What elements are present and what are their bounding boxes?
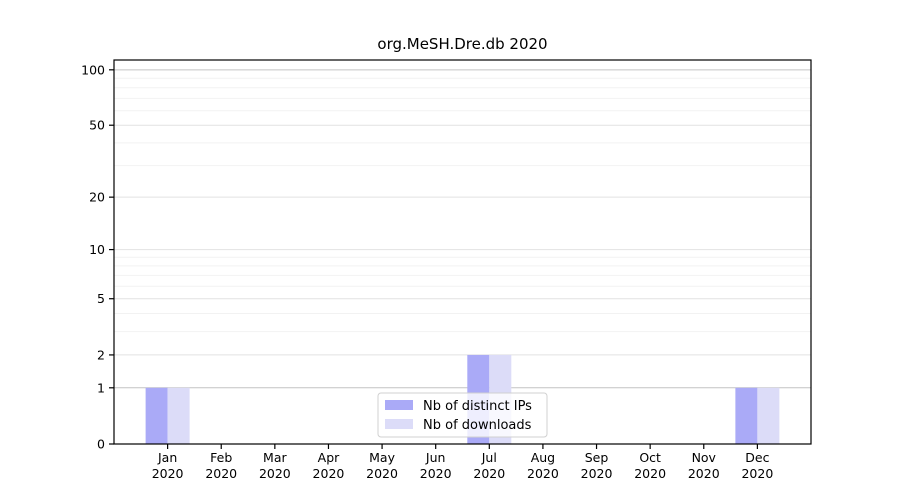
x-tick-label-dec: Dec 2020 bbox=[741, 450, 773, 481]
legend-box bbox=[377, 392, 548, 438]
y-tick-label: 10 bbox=[89, 242, 105, 257]
bar-jan-downloads bbox=[167, 387, 190, 444]
x-tick-label-oct: Oct 2020 bbox=[634, 450, 666, 481]
legend-label-downloads: Nb of downloads bbox=[423, 418, 532, 433]
bar-dec-downloads bbox=[757, 387, 780, 444]
y-tick-label: 100 bbox=[81, 62, 105, 77]
y-tick-label: 20 bbox=[89, 190, 105, 205]
bar-dec-distinct-ips bbox=[735, 387, 758, 444]
bar-jan-distinct-ips bbox=[145, 387, 168, 444]
x-tick-label-aug: Aug 2020 bbox=[527, 450, 559, 481]
x-tick-label-apr: Apr 2020 bbox=[313, 450, 345, 481]
y-tick-label: 5 bbox=[97, 291, 105, 306]
legend-swatch-downloads bbox=[385, 419, 413, 429]
plot-border bbox=[113, 59, 812, 445]
y-axis: 0 1 2 5 10 20 50 100 bbox=[81, 62, 114, 452]
y-tick-label: 2 bbox=[97, 347, 105, 362]
x-axis: Jan 2020 Feb 2020 Mar 2020 Apr 2020 May 2020 Jun 20… bbox=[152, 444, 773, 481]
x-tick-label-jun: Jun 2020 bbox=[420, 450, 452, 481]
gridlines bbox=[114, 69, 811, 389]
x-tick-label-nov: Nov 2020 bbox=[688, 450, 720, 481]
x-tick-label-feb: Feb 2020 bbox=[205, 450, 237, 481]
x-tick-label-mar: Mar 2020 bbox=[259, 450, 291, 481]
legend: Nb of distinct IPs Nb of downloads bbox=[377, 392, 548, 438]
y-tick-label: 50 bbox=[89, 118, 105, 133]
x-tick-label-jan: Jan 2020 bbox=[152, 450, 184, 481]
y-tick-label: 0 bbox=[97, 437, 105, 452]
x-tick-label-may: May 2020 bbox=[366, 450, 398, 481]
x-tick-label-jul: Jul 2020 bbox=[473, 450, 505, 481]
y-tick-label: 1 bbox=[97, 380, 105, 395]
legend-swatch-distinct-ips bbox=[385, 400, 413, 410]
chart-title: org.MeSH.Dre.db 2020 bbox=[377, 35, 548, 53]
x-tick-label-sep: Sep 2020 bbox=[581, 450, 613, 481]
legend-label-distinct-ips: Nb of distinct IPs bbox=[423, 399, 532, 414]
